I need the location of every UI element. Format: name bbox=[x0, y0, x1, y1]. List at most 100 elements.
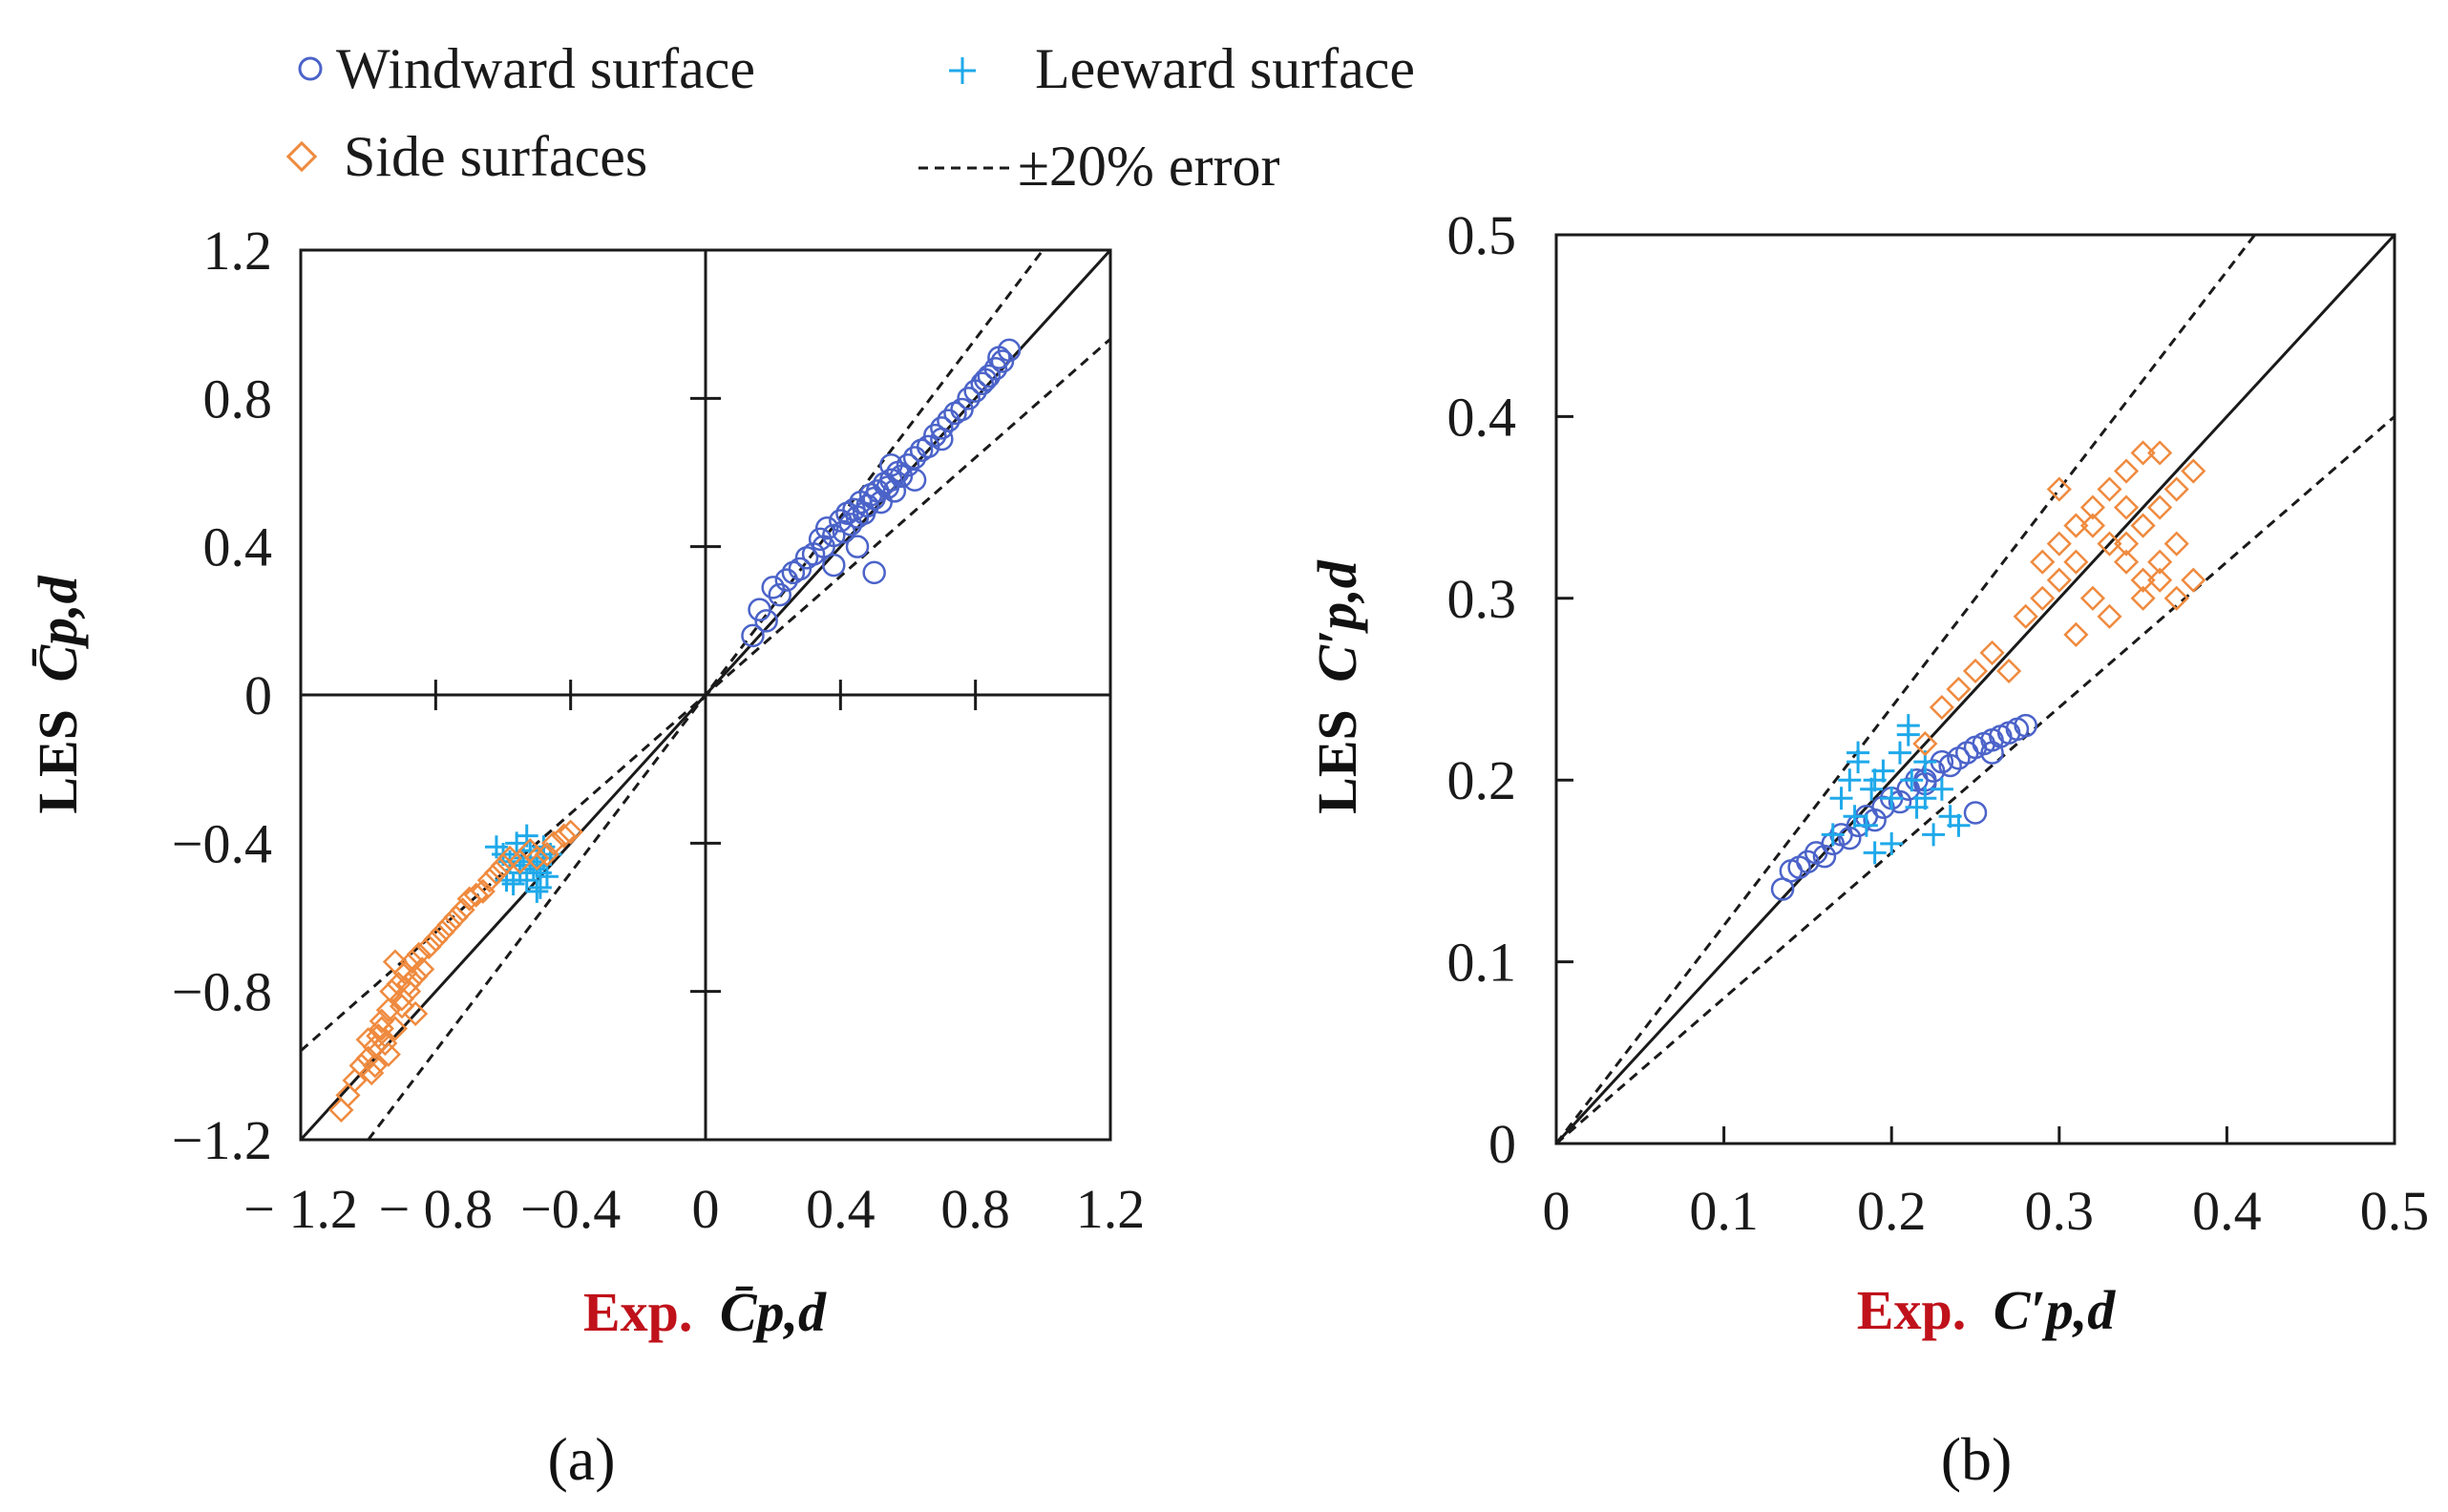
panel-b-label: (b) bbox=[1941, 1425, 2013, 1493]
legend-leeward-label: Leeward surface bbox=[1035, 37, 1415, 100]
side-point bbox=[2079, 585, 2106, 611]
side-point bbox=[2163, 531, 2189, 556]
windward-point bbox=[748, 598, 771, 621]
y-tick-label: 0.1 bbox=[1447, 932, 1517, 994]
y-tick-label: −0.8 bbox=[172, 961, 272, 1023]
windward-point bbox=[879, 468, 903, 493]
panel-b-tick-labels: 0 0.1 0.2 0.3 0.4 0.5 0 0.1 0.2 0.3 0.4 0.5 bbox=[1447, 204, 2430, 1242]
panel-b: 0 0.1 0.2 0.3 0.4 0.5 0 0.1 0.2 0.3 0.4 0.5 Exp. C′… bbox=[1306, 204, 2429, 1493]
windward-point bbox=[1888, 789, 1912, 814]
side-point bbox=[483, 860, 510, 886]
side-point bbox=[2130, 585, 2156, 611]
side-point bbox=[2013, 603, 2038, 629]
side-point bbox=[2147, 567, 2173, 593]
leeward-point bbox=[1863, 768, 1887, 792]
side-point bbox=[403, 1000, 429, 1027]
side-point bbox=[2163, 585, 2189, 611]
y-tick-label: 0 bbox=[1488, 1113, 1516, 1175]
side-point bbox=[423, 927, 449, 953]
leeward-point bbox=[1847, 741, 1870, 765]
side-point bbox=[436, 912, 462, 937]
x-tick-label: 0.8 bbox=[940, 1178, 1010, 1240]
leeward-point bbox=[1880, 787, 1904, 810]
windward-point bbox=[896, 452, 920, 477]
windward-point bbox=[788, 556, 812, 581]
reference-line-plus20 bbox=[1554, 234, 2256, 1144]
leeward-point bbox=[1880, 831, 1904, 855]
windward-point bbox=[1938, 753, 1962, 778]
panel-a-xlabel-prefix: Exp. bbox=[583, 1281, 692, 1343]
side-point bbox=[416, 934, 442, 960]
panel-b-reference-lines bbox=[1554, 233, 2396, 1145]
side-point bbox=[2113, 458, 2140, 484]
side-point bbox=[2113, 494, 2140, 520]
leeward-point bbox=[1913, 787, 1937, 810]
windward-point bbox=[2014, 713, 2037, 738]
windward-point bbox=[822, 553, 846, 578]
side-point bbox=[490, 852, 517, 878]
reference-line-1to1 bbox=[1554, 233, 2396, 1145]
panel-a-ylabel: LES C̄p,d bbox=[27, 575, 89, 813]
side-point bbox=[1979, 640, 2005, 666]
y-tick-label: 0.4 bbox=[1447, 386, 1517, 448]
windward-point bbox=[970, 371, 994, 396]
leeward-point bbox=[1854, 813, 1878, 837]
side-point bbox=[369, 1016, 394, 1041]
windward-point bbox=[902, 468, 927, 493]
y-tick-label: 1.2 bbox=[203, 220, 273, 282]
side-point bbox=[2130, 567, 2156, 593]
side-point bbox=[1962, 658, 1989, 684]
side-point bbox=[2113, 549, 2140, 575]
side-point bbox=[2063, 513, 2089, 538]
y-tick-label: −1.2 bbox=[172, 1109, 272, 1171]
side-point bbox=[2046, 567, 2072, 593]
leeward-point bbox=[1860, 777, 1884, 801]
panel-a-ylabel-symbol: C̄p,d bbox=[27, 575, 89, 682]
windward-point bbox=[957, 387, 981, 410]
side-point bbox=[2063, 621, 2089, 647]
side-point bbox=[2130, 513, 2156, 538]
side-point bbox=[476, 868, 502, 893]
windward-point bbox=[862, 560, 886, 585]
leeward-point bbox=[1821, 823, 1845, 847]
windward-point bbox=[1963, 801, 1988, 825]
y-tick-label: 0.5 bbox=[1447, 204, 1517, 266]
y-tick-label: 0 bbox=[244, 664, 272, 726]
side-point bbox=[524, 845, 550, 871]
leeward-point bbox=[525, 879, 549, 903]
side-point bbox=[2181, 567, 2206, 593]
panel-b-axes bbox=[1556, 414, 2228, 1144]
y-tick-label: 0.2 bbox=[1447, 749, 1517, 811]
x-tick-label: − 1.2 bbox=[243, 1178, 358, 1240]
windward-point bbox=[977, 364, 1002, 388]
panel-a-xlabel: Exp. C̄p,d bbox=[583, 1281, 827, 1343]
windward-point bbox=[882, 479, 907, 503]
legend-windward-marker-icon bbox=[298, 56, 323, 81]
side-point bbox=[2097, 531, 2122, 556]
side-point bbox=[2046, 476, 2072, 502]
side-point bbox=[355, 1027, 381, 1053]
side-point bbox=[2163, 476, 2189, 502]
windward-point bbox=[1838, 826, 1862, 850]
side-point bbox=[1946, 676, 1972, 703]
side-point bbox=[410, 956, 435, 982]
panel-b-frame bbox=[1554, 233, 2396, 1145]
side-point bbox=[2046, 531, 2072, 556]
windward-point bbox=[974, 368, 998, 392]
legend-side-label: Side surfaces bbox=[344, 125, 647, 188]
windward-point bbox=[845, 535, 870, 558]
legend-leeward-marker-icon bbox=[949, 57, 976, 84]
windward-point bbox=[822, 523, 846, 548]
panel-b-ylabel: LES C′p,d bbox=[1306, 559, 1368, 814]
side-point bbox=[496, 845, 523, 871]
windward-point bbox=[950, 397, 974, 422]
windward-point bbox=[1980, 741, 2004, 765]
windward-point bbox=[741, 623, 765, 648]
y-tick-label: 0.3 bbox=[1447, 568, 1517, 630]
x-tick-label: 0.4 bbox=[806, 1178, 876, 1240]
windward-point bbox=[768, 582, 791, 607]
x-tick-label: 0.1 bbox=[1689, 1180, 1759, 1242]
side-point bbox=[362, 1053, 388, 1079]
side-point bbox=[2147, 440, 2173, 466]
side-point bbox=[2181, 458, 2206, 484]
